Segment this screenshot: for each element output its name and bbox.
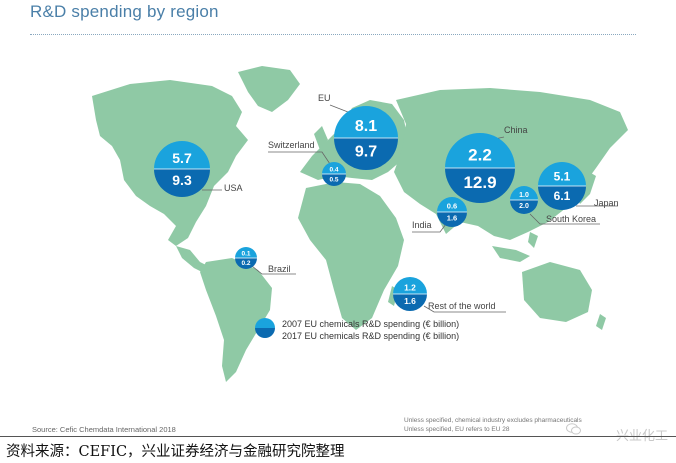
bubble-rest-of-the-world: 1.2 1.6 Rest of the world xyxy=(393,277,506,313)
value-2017-usa: 9.3 xyxy=(172,172,192,188)
bubble-eu: 8.1 9.7 EU xyxy=(318,93,398,170)
bubbles: 5.7 9.3 USA 8.1 9.7 EU 0.4 0.5 Switzerland 2.2 12.… xyxy=(154,93,619,313)
region-label-rest-of-the-world: Rest of the world xyxy=(428,301,496,311)
legend-marker-2007 xyxy=(255,318,275,338)
region-label-south-korea: South Korea xyxy=(546,214,596,224)
leader-line-rest-of-the-world xyxy=(423,305,506,313)
footer-divider xyxy=(0,436,676,437)
bubble-bottom-south-korea xyxy=(510,200,538,214)
value-2007-brazil: 0.1 xyxy=(241,251,250,258)
value-2017-south-korea: 2.0 xyxy=(519,203,529,210)
bubble-india: 0.6 1.6 India xyxy=(412,197,467,233)
bubble-japan: 5.1 6.1 Japan xyxy=(538,162,619,210)
region-label-brazil: Brazil xyxy=(268,264,291,274)
bubble-top-switzerland xyxy=(322,162,346,174)
legend-label-2007: 2007 EU chemicals R&D spending (€ billio… xyxy=(282,319,459,329)
wechat-icon xyxy=(566,423,581,435)
value-2007-rest-of-the-world: 1.2 xyxy=(404,282,416,292)
bubble-brazil: 0.1 0.2 Brazil xyxy=(235,247,296,275)
bubble-top-japan xyxy=(538,162,586,186)
leader-line-switzerland xyxy=(268,151,331,165)
footnote-pharma: Unless specified, chemical industry excl… xyxy=(404,417,582,424)
legend-marker-2007-top xyxy=(255,318,275,328)
watermark-text: 兴业化工 xyxy=(615,429,668,444)
bubble-top-eu xyxy=(334,106,398,138)
legend-marker-2007-bottom xyxy=(255,328,275,338)
chart-legend: 2007 EU chemicals R&D spending (€ billio… xyxy=(255,318,459,341)
region-label-switzerland: Switzerland xyxy=(268,140,315,150)
value-2017-japan: 6.1 xyxy=(554,189,571,203)
source-note: Source: Cefic Chemdata International 201… xyxy=(32,425,176,434)
value-2007-eu: 8.1 xyxy=(355,118,377,135)
bubble-switzerland: 0.4 0.5 Switzerland xyxy=(268,140,346,186)
value-2017-rest-of-the-world: 1.6 xyxy=(404,296,416,306)
bubble-top-brazil xyxy=(235,247,257,258)
region-label-usa: USA xyxy=(224,183,243,193)
bubble-bottom-switzerland xyxy=(322,174,346,186)
bubble-bottom-india xyxy=(437,212,467,227)
leader-line-eu xyxy=(329,104,349,113)
bubble-bottom-rest-of-the-world xyxy=(393,294,427,311)
region-label-japan: Japan xyxy=(594,198,619,208)
leader-line-india xyxy=(412,223,447,233)
bubble-bottom-usa xyxy=(154,169,210,197)
value-2007-switzerland: 0.4 xyxy=(329,166,338,173)
value-2017-eu: 9.7 xyxy=(355,144,377,161)
bubble-top-usa xyxy=(154,141,210,169)
bubble-bottom-brazil xyxy=(235,258,257,269)
region-label-china: China xyxy=(504,125,528,135)
bubble-top-south-korea xyxy=(510,186,538,200)
value-2007-south-korea: 1.0 xyxy=(519,192,529,199)
leader-line-south-korea xyxy=(529,213,600,225)
bubble-south-korea: 1.0 2.0 South Korea xyxy=(510,186,600,225)
bubble-bottom-china xyxy=(445,168,515,203)
bubble-top-india xyxy=(437,197,467,212)
value-2017-switzerland: 0.5 xyxy=(329,176,338,183)
value-2007-usa: 5.7 xyxy=(172,150,192,166)
leader-line-brazil xyxy=(251,265,296,275)
title-divider xyxy=(30,34,636,35)
bubble-bottom-eu xyxy=(334,138,398,170)
chart-title: R&D spending by region xyxy=(30,2,219,21)
value-2007-china: 2.2 xyxy=(468,145,492,164)
value-2017-brazil: 0.2 xyxy=(241,260,250,267)
footer-source: 资料来源：CEFIC，兴业证券经济与金融研究院整理 xyxy=(6,444,345,460)
bubble-bottom-japan xyxy=(538,186,586,210)
legend-label-2017: 2017 EU chemicals R&D spending (€ billio… xyxy=(282,331,459,341)
value-2007-india: 0.6 xyxy=(447,202,457,211)
value-2017-china: 12.9 xyxy=(463,173,496,192)
bubble-usa: 5.7 9.3 USA xyxy=(154,141,243,197)
bubble-top-rest-of-the-world xyxy=(393,277,427,294)
footnote-eu: Unless specified, EU refers to EU 28 xyxy=(404,426,510,433)
bubble-top-china xyxy=(445,133,515,168)
region-label-eu: EU xyxy=(318,93,331,103)
value-2017-india: 1.6 xyxy=(447,214,457,223)
region-label-india: India xyxy=(412,220,432,230)
value-2007-japan: 5.1 xyxy=(554,170,571,184)
bubble-china: 2.2 12.9 China xyxy=(445,125,528,203)
